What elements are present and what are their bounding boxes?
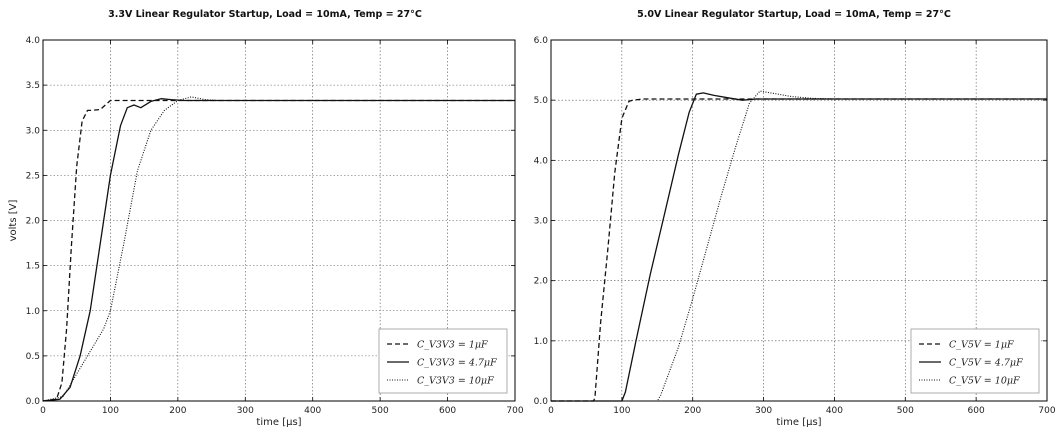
series-line-2 (551, 92, 1047, 402)
series-line-1 (42, 99, 515, 402)
chart-title: 5.0V Linear Regulator Startup, Load = 10… (637, 9, 951, 20)
y-tick-label: 0.0 (26, 397, 41, 407)
y-tick-label: 1.0 (534, 337, 549, 347)
series-line-2 (42, 98, 515, 402)
y-tick-label: 1.5 (26, 262, 40, 272)
x-tick-label: 200 (684, 406, 701, 416)
y-tick-label: 0.5 (26, 352, 40, 362)
x-tick-label: 500 (372, 406, 389, 416)
plot-3v3: 0 100 200 300 400 500 600 700 0.0 0.5 1.0 1.5 2.0 2.5… (8, 36, 524, 428)
legend-box (378, 328, 508, 394)
x-tick-label: 100 (613, 406, 630, 416)
y-tick-label: 1.0 (26, 307, 41, 317)
x-tick-label: 400 (826, 406, 843, 416)
x-tick-label: 200 (169, 406, 186, 416)
x-tick-label: 500 (897, 406, 914, 416)
x-tick-label: 100 (102, 406, 119, 416)
y-tick-label: 4.0 (26, 36, 41, 46)
x-tick-label: 700 (506, 406, 523, 416)
series-line-1 (551, 98, 1047, 402)
y-tick-label: 2.0 (534, 277, 549, 287)
x-tick-label: 300 (237, 406, 254, 416)
plot-5v0: 0 100 200 300 400 500 600 700 0.0 1.0 2.0 3.0 4.0 5.0… (534, 36, 1056, 428)
plot-frame (550, 39, 1048, 402)
y-tick-label: 4.0 (534, 156, 549, 166)
y-tick-label: 6.0 (534, 36, 549, 46)
x-axis-label: time [µs] (256, 417, 301, 428)
y-tick-label: 3.0 (26, 126, 41, 136)
series-line-3 (42, 96, 515, 402)
x-tick-label: 400 (304, 406, 321, 416)
y-axis-label: volts [V] (8, 200, 19, 242)
plot-frame (42, 39, 516, 402)
legend-label-2: C_V3V3 = 4.7μF (417, 358, 497, 369)
x-tick-label: 300 (755, 406, 772, 416)
x-tick-label: 0 (40, 406, 46, 416)
y-tick-label: 0.0 (534, 397, 549, 407)
chart-3v3: 3.3V Linear Regulator Startup, Load = 10… (8, 9, 524, 428)
y-tick-label: 3.5 (26, 81, 40, 91)
y-tick-label: 5.0 (534, 96, 549, 106)
legend-label-2: C_V5V = 4.7μF (949, 358, 1023, 369)
x-tick-label: 0 (548, 406, 554, 416)
legend-label-3: C_V5V = 10μF (949, 376, 1020, 387)
x-tick-label: 700 (1038, 406, 1055, 416)
legend-label-1: C_V5V = 1μF (949, 340, 1014, 351)
chart-title: 3.3V Linear Regulator Startup, Load = 10… (108, 9, 422, 20)
x-tick-label: 600 (968, 406, 985, 416)
y-tick-label: 2.5 (26, 171, 40, 181)
x-axis-label: time [µs] (776, 417, 821, 428)
y-tick-label: 2.0 (26, 217, 41, 227)
chart-5v0: 5.0V Linear Regulator Startup, Load = 10… (530, 0, 1058, 430)
legend-box (910, 328, 1040, 394)
y-tick-label: 3.0 (534, 217, 549, 227)
legend-label-3: C_V3V3 = 10μF (417, 376, 494, 387)
x-tick-label: 600 (439, 406, 456, 416)
legend-label-1: C_V3V3 = 1μF (417, 340, 488, 351)
